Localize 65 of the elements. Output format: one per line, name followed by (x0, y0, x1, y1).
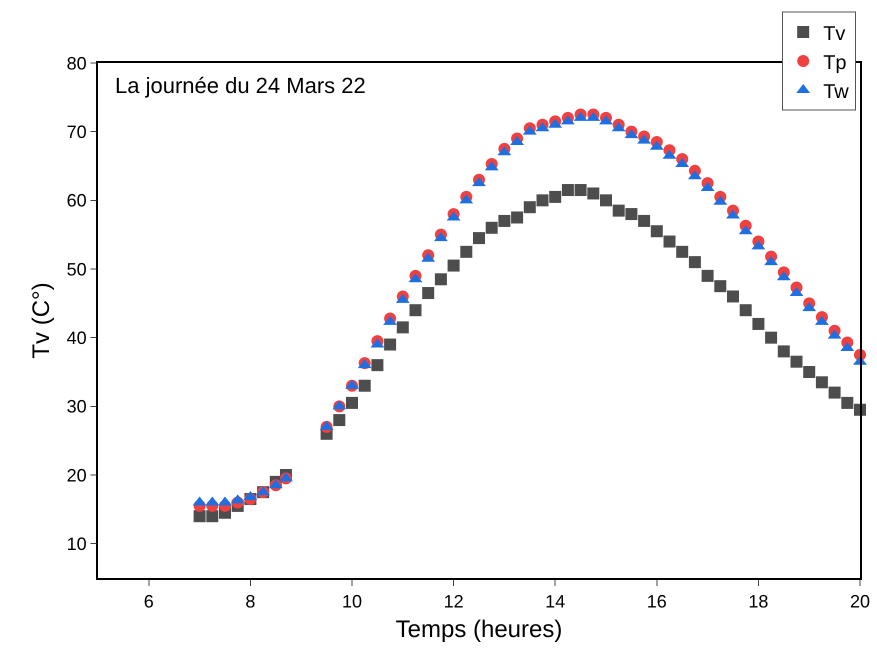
point (740, 304, 752, 316)
point (498, 214, 510, 227)
point (664, 236, 676, 248)
point (676, 246, 688, 258)
point (778, 345, 790, 358)
x-tick-label: 14 (545, 591, 566, 612)
point (333, 414, 346, 426)
point (460, 246, 472, 258)
x-tick-label: 20 (850, 591, 870, 612)
point (574, 184, 587, 196)
text: La journée du 24 Mars 22 (115, 73, 366, 98)
point (346, 396, 358, 409)
point (396, 321, 409, 334)
point (714, 280, 726, 292)
legend-label: Tw (823, 80, 850, 103)
legend-label: Tv (823, 22, 846, 45)
x-tick-label: 8 (245, 591, 256, 612)
point (765, 332, 778, 344)
y-tick-label: 30 (66, 396, 87, 417)
point (587, 187, 600, 200)
x-axis-title: Temps (heures) (396, 616, 562, 644)
point (841, 396, 854, 409)
x-tick-label: 6 (144, 591, 154, 612)
point (828, 386, 841, 399)
point (358, 380, 371, 392)
x-tick-label: 10 (342, 591, 362, 612)
x-tick-label: 16 (646, 591, 667, 612)
y-tick-label: 60 (66, 190, 87, 211)
point (524, 201, 536, 214)
point (600, 194, 612, 206)
point (384, 338, 396, 351)
point (702, 270, 714, 282)
y-tick-label: 10 (66, 534, 87, 554)
point (422, 287, 434, 300)
legend-label: Tp (823, 52, 847, 74)
point (434, 273, 447, 286)
x-tick-label: 12 (444, 591, 464, 612)
x-tick-label: 18 (748, 591, 768, 612)
point (650, 225, 663, 238)
point (752, 318, 764, 330)
y-tick-label: 80 (66, 53, 87, 74)
point (206, 510, 218, 522)
point (790, 356, 802, 368)
y-tick-label: 20 (66, 465, 87, 486)
point (612, 204, 625, 217)
y-tick-label: 70 (66, 122, 87, 142)
point (803, 366, 816, 378)
point (511, 212, 524, 224)
point (473, 232, 485, 244)
point (625, 208, 638, 220)
y-axis-title: Tv (C°) (28, 282, 56, 359)
point (371, 359, 384, 372)
y-tick-label: 50 (66, 259, 87, 280)
point (562, 184, 574, 196)
point (638, 214, 650, 227)
point (410, 304, 422, 316)
point (727, 290, 739, 302)
point (688, 256, 701, 268)
point (816, 376, 828, 388)
point (194, 510, 206, 522)
point (486, 222, 498, 234)
point (448, 260, 460, 272)
point (536, 194, 548, 206)
point (549, 190, 562, 203)
y-tick-label: 40 (66, 328, 87, 348)
